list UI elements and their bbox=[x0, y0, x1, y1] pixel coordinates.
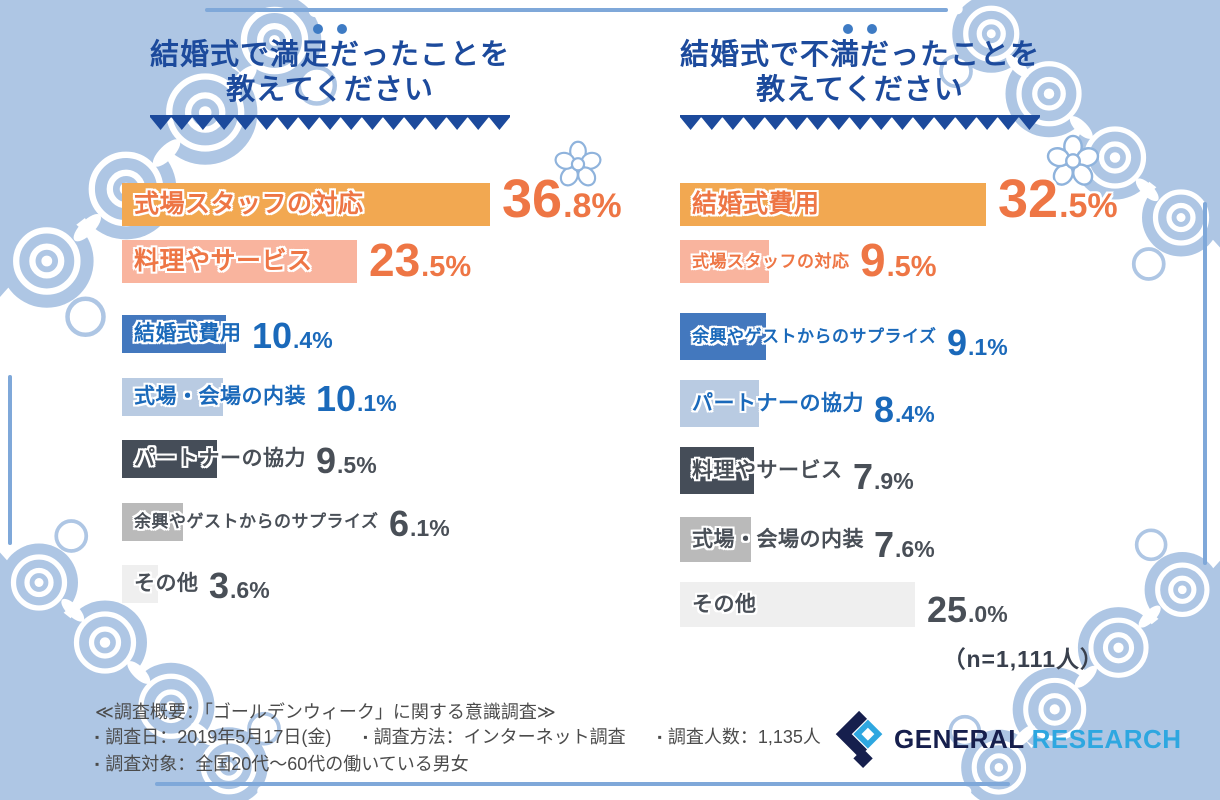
bar-label: パートナーの協力 bbox=[692, 392, 864, 415]
bottom-accent-line bbox=[155, 782, 1010, 786]
right-accent-line bbox=[1203, 202, 1207, 565]
bar-row: 料理やサービス 7.9% bbox=[680, 447, 1220, 497]
survey-item-text: 調査対象：全国20代～60代の働いている男女 bbox=[105, 754, 469, 774]
survey-item-text: 調査方法：インターネット調査 bbox=[373, 727, 626, 747]
bar bbox=[680, 447, 754, 494]
bar-value: 9.5% bbox=[316, 440, 377, 481]
bar-value: 7.6% bbox=[874, 524, 935, 565]
bar-row: 式場・会場の内装 7.6% bbox=[680, 517, 1220, 565]
bar-label: 式場・会場の内装 bbox=[692, 528, 864, 551]
bar-value: 9.1% bbox=[947, 322, 1008, 363]
survey-item: ▪ 調査方法：インターネット調査 bbox=[363, 725, 625, 751]
bar-row: 結婚式費用 32.5% bbox=[680, 169, 1220, 229]
bar-value: 32.5% bbox=[998, 169, 1118, 229]
sample-size-note: （n=1,111人） bbox=[942, 646, 1104, 672]
bar bbox=[122, 378, 223, 416]
bullet-icon: ▪ bbox=[363, 730, 368, 744]
bar-row: その他 25.0% bbox=[680, 582, 1220, 630]
bar-value: 9.5% bbox=[860, 234, 937, 286]
bullet-icon: ▪ bbox=[657, 730, 662, 744]
top-accent-line bbox=[205, 8, 948, 12]
survey-summary: ≪調査概要：「ゴールデンウィーク」に関する意識調査≫ ▪ 調査日：2019年5月1… bbox=[95, 700, 821, 778]
bar-value: 8.4% bbox=[874, 389, 935, 430]
bar-row: 余興やゲストからのサプライズ 9.1% bbox=[680, 313, 1220, 363]
bullet-icon: ▪ bbox=[95, 730, 100, 744]
bar bbox=[680, 313, 766, 360]
bar-label: 式場スタッフの対応 bbox=[692, 252, 850, 271]
survey-item-text: 調査日：2019年5月17日(金) bbox=[105, 727, 332, 747]
logo-part-general: GENERAL bbox=[894, 723, 1025, 754]
survey-item-text: 調査人数：1,135人 bbox=[667, 727, 821, 747]
bar-label: パートナーの協力 bbox=[134, 447, 306, 470]
flower-doodle-icon bbox=[554, 140, 602, 187]
bar-value: 25.0% bbox=[927, 589, 1008, 630]
bar bbox=[680, 183, 986, 226]
bar-value: 10.1% bbox=[316, 378, 397, 419]
bar bbox=[680, 582, 915, 627]
bar-value: 23.5% bbox=[369, 234, 472, 286]
survey-item: ▪ 調査日：2019年5月17日(金) bbox=[95, 725, 331, 751]
survey-item: ▪ 調査対象：全国20代～60代の働いている男女 bbox=[95, 752, 469, 778]
bar-row: 式場スタッフの対応 9.5% bbox=[680, 234, 1220, 286]
bar-row: パートナーの協力 9.5% bbox=[122, 440, 667, 481]
left-accent-line bbox=[8, 375, 12, 545]
bar-label: 式場・会場の内装 bbox=[134, 385, 306, 408]
bar bbox=[680, 380, 759, 427]
survey-item: ▪ 調査人数：1,135人 bbox=[658, 725, 821, 751]
bar-value: 36.8% bbox=[502, 169, 622, 229]
bar-row: パートナーの協力 8.4% bbox=[680, 380, 1220, 430]
title-dots-icon bbox=[650, 24, 1070, 34]
title-line: 教えてください bbox=[756, 74, 964, 107]
survey-heading: ≪調査概要：「ゴールデンウィーク」に関する意識調査≫ bbox=[95, 702, 556, 722]
bar bbox=[122, 440, 217, 478]
bar-value: 6.1% bbox=[389, 503, 450, 544]
logo-part-research: RESEARCH bbox=[1031, 723, 1182, 754]
logo-mark-icon bbox=[835, 710, 883, 768]
general-research-logo: GENERAL RESEARCH bbox=[826, 708, 1182, 770]
bar-label: 結婚式費用 bbox=[692, 190, 820, 218]
logo-text: GENERAL RESEARCH bbox=[894, 724, 1182, 755]
bar bbox=[680, 240, 769, 283]
bar-label: 料理やサービス bbox=[692, 459, 843, 482]
bar-label: 余興やゲストからのサプライズ bbox=[692, 327, 937, 346]
bar-value: 7.9% bbox=[853, 456, 914, 497]
bar bbox=[680, 517, 751, 562]
bar-row: 式場・会場の内装 10.1% bbox=[122, 378, 667, 419]
bullet-icon: ▪ bbox=[95, 757, 100, 771]
bar-label: その他 bbox=[692, 593, 757, 616]
